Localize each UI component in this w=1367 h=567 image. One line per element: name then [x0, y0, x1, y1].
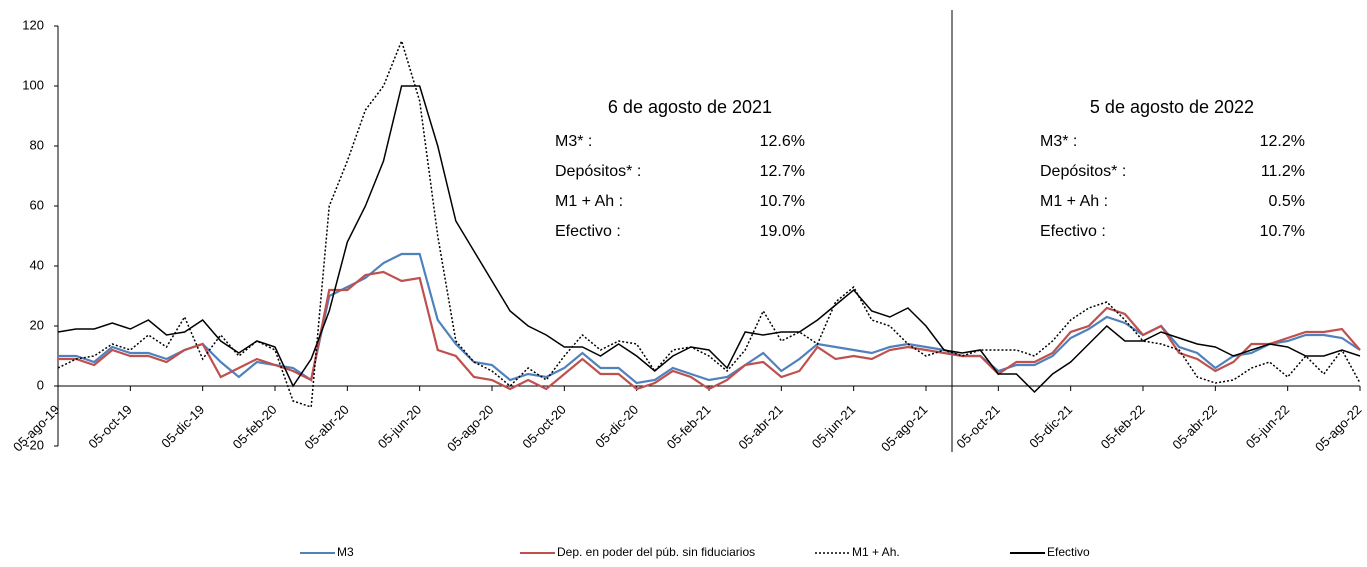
- legend-label: Dep. en poder del púb. sin fiduciarios: [557, 545, 755, 559]
- annotation-value: 11.2%: [1261, 163, 1305, 180]
- y-tick-label: 80: [30, 137, 44, 152]
- annotation-label: Depósitos* :: [555, 163, 641, 180]
- legend-label: Efectivo: [1047, 545, 1090, 559]
- series-line: [58, 270, 1361, 391]
- annotation-value: 12.6%: [760, 133, 805, 150]
- annotation-value: 10.7%: [760, 193, 805, 210]
- x-tick-label: 05-jun-20: [375, 402, 424, 451]
- annotation-label: Efectivo :: [555, 223, 621, 240]
- annotation-label: Efectivo :: [1040, 223, 1106, 240]
- x-tick-label: 05-jun-21: [809, 402, 858, 451]
- annotation-label: Depósitos* :: [1040, 163, 1126, 180]
- annotation-label: M3* :: [1040, 133, 1077, 150]
- annotation-value: 0.5%: [1269, 193, 1305, 210]
- x-tick-label: 05-oct-20: [519, 402, 568, 451]
- y-tick-label: 60: [30, 197, 44, 212]
- x-tick-label: 05-abr-20: [301, 402, 351, 452]
- annotation-title: 5 de agosto de 2022: [1090, 97, 1254, 117]
- x-tick-label: 05-abr-21: [735, 402, 785, 452]
- legend-label: M3: [337, 545, 354, 559]
- annotation-value: 19.0%: [760, 223, 805, 240]
- x-tick-label: 05-feb-20: [230, 402, 280, 452]
- y-tick-label: 120: [22, 17, 44, 32]
- x-tick-label: 05-ago-21: [878, 402, 931, 455]
- y-tick-label: 0: [37, 377, 44, 392]
- x-tick-label: 05-feb-21: [664, 402, 714, 452]
- annotation-value: 10.7%: [1260, 223, 1305, 240]
- annotation-value: 12.7%: [760, 163, 805, 180]
- annotation-label: M1 + Ah :: [555, 193, 623, 210]
- annotation-value: 12.2%: [1260, 133, 1305, 150]
- annotation-label: M3* :: [555, 133, 592, 150]
- legend-label: M1 + Ah.: [852, 545, 900, 559]
- y-tick-label: 20: [30, 317, 44, 332]
- annotation-label: M1 + Ah :: [1040, 193, 1108, 210]
- x-tick-label: 05-jun-22: [1243, 402, 1292, 451]
- x-tick-label: 05-ago-22: [1312, 402, 1365, 455]
- x-tick-label: 05-oct-19: [85, 402, 134, 451]
- series-line: [57, 38, 1361, 409]
- x-tick-label: 05-abr-22: [1169, 402, 1219, 452]
- annotation-title: 6 de agosto de 2021: [608, 97, 772, 117]
- x-tick-label: 05-feb-22: [1098, 402, 1148, 452]
- y-tick-label: 40: [30, 257, 44, 272]
- y-tick-label: -20: [25, 437, 44, 452]
- x-tick-label: 05-dic-21: [1026, 402, 1075, 451]
- x-tick-label: 05-oct-21: [953, 402, 1002, 451]
- x-tick-label: 05-dic-20: [592, 402, 641, 451]
- x-tick-label: 05-ago-20: [444, 402, 497, 455]
- y-tick-label: 100: [22, 77, 44, 92]
- series-line: [57, 85, 1361, 394]
- series-line: [58, 252, 1361, 385]
- x-tick-label: 05-dic-19: [158, 402, 207, 451]
